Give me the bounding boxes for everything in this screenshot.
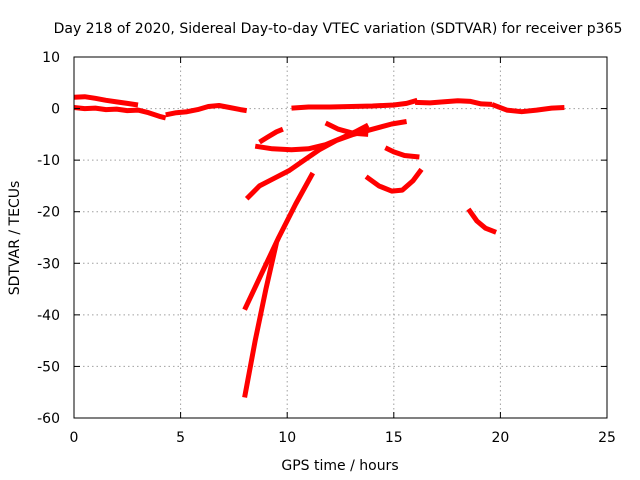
series-arc-3 [165, 103, 248, 118]
series-arc-11 [384, 145, 420, 160]
series-arc-15 [242, 242, 279, 398]
series-arc-6 [491, 102, 565, 115]
series-arc-4 [291, 97, 418, 111]
y-tick-label: 0 [51, 102, 60, 118]
chart-title: Day 218 of 2020, Sidereal Day-to-day VTE… [54, 21, 623, 37]
x-tick-label: 10 [278, 430, 296, 446]
series-arc-8 [244, 119, 408, 201]
x-tick-label: 15 [385, 430, 403, 446]
x-tick-label: 25 [598, 430, 616, 446]
y-tick-label: -40 [37, 308, 60, 324]
series-arc-2 [73, 105, 167, 121]
plot-frame [73, 56, 608, 419]
series-arc-12 [364, 167, 424, 194]
x-tick-label: 0 [70, 430, 79, 446]
y-tick-label: -20 [37, 205, 60, 221]
series-arc-13 [466, 207, 498, 235]
tick-layer [73, 56, 608, 419]
y-tick-label: -50 [37, 359, 60, 375]
y-tick-label: -60 [37, 411, 60, 427]
x-axis-label: GPS time / hours [281, 458, 398, 474]
series-arc-7 [258, 126, 284, 145]
x-tick-label: 5 [176, 430, 185, 446]
series-layer [73, 94, 565, 398]
tick-label-layer: 0 5 10 15 20 25 -60 -50 -40 -30 -20 -10 0 10 [37, 50, 616, 446]
series-arc-5 [415, 98, 493, 107]
series-arc-10 [324, 120, 369, 137]
y-axis-label: SDTVAR / TECUs [7, 181, 23, 296]
y-tick-label: -10 [37, 153, 60, 169]
y-tick-label: -30 [37, 256, 60, 272]
y-tick-label: 10 [42, 50, 60, 66]
series-arc-14 [242, 171, 315, 311]
series-arc-1 [73, 94, 139, 108]
x-tick-label: 20 [491, 430, 509, 446]
